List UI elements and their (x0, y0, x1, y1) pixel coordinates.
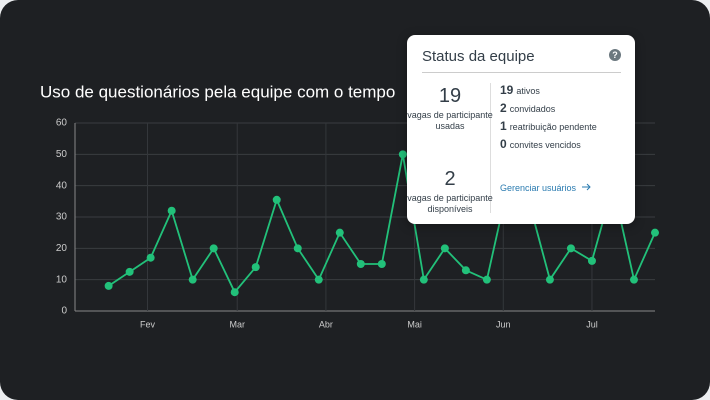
card-title: Status da equipe (422, 48, 535, 65)
help-icon[interactable]: ? (609, 49, 621, 61)
available-label: vagas de participante disponíveis (407, 193, 493, 214)
data-point (482, 275, 491, 284)
stat-label: ativos (516, 86, 540, 96)
used-number: 19 (438, 85, 462, 107)
x-tick-label: Mar (229, 319, 245, 329)
used-label: vagas de participante usadas (407, 110, 493, 131)
x-tick-label: Jul (586, 319, 598, 329)
y-tick-label: 40 (56, 180, 68, 191)
link-text[interactable]: Gerenciar usuários (500, 183, 577, 193)
data-point (104, 281, 113, 290)
data-point (272, 195, 281, 204)
stat-label: convidados (509, 104, 556, 114)
y-tick-label: 60 (56, 118, 68, 129)
data-point (545, 275, 554, 284)
data-point (314, 275, 323, 284)
stat: 1 reatribuição pendente (500, 119, 597, 133)
data-point (587, 256, 596, 265)
data-point (293, 244, 302, 253)
x-tick-label: Mai (407, 319, 422, 329)
used-block: 19 vagas de participante usadas (407, 85, 493, 132)
stat-number: 0 (500, 137, 507, 151)
x-tick-label: Fev (140, 319, 156, 329)
stat: 19 ativos (500, 83, 540, 97)
data-point (335, 228, 344, 237)
data-point (377, 260, 386, 268)
data-point (356, 260, 365, 268)
data-point (651, 228, 659, 237)
available-number: 2 (444, 168, 456, 190)
y-tick-label: 30 (56, 212, 68, 223)
data-point (629, 275, 638, 284)
status-card: Status da equipe ? 19 vagas de participa… (407, 35, 635, 224)
data-point (251, 263, 260, 272)
data-point (125, 267, 134, 276)
chart-title: Uso de questionários pela equipe com o t… (40, 82, 395, 101)
manage-users-link[interactable]: Gerenciar usuários (500, 183, 592, 193)
stat-number: 2 (500, 101, 507, 115)
data-point (440, 244, 449, 253)
data-point (167, 206, 176, 215)
data-point (209, 244, 218, 253)
stat: 2 convidados (500, 101, 555, 115)
y-tick-label: 10 (56, 274, 68, 285)
divider (422, 72, 621, 73)
divider (490, 83, 491, 213)
stat-number: 19 (500, 83, 514, 97)
data-point (419, 275, 428, 284)
available-block: 2 vagas de participante disponíveis (407, 168, 493, 215)
y-tick-label: 50 (56, 149, 68, 160)
y-tick-label: 0 (61, 306, 67, 317)
data-point (146, 253, 155, 262)
x-tick-label: Abr (319, 319, 333, 329)
data-point (398, 150, 407, 159)
stat-label: reatribuição pendente (509, 122, 597, 132)
x-tick-label: Jun (496, 319, 511, 329)
stat-label: convites vencidos (509, 140, 581, 150)
arrow-icon (581, 183, 591, 191)
data-point (566, 244, 575, 253)
data-point (461, 266, 470, 275)
y-tick-label: 20 (56, 243, 68, 254)
data-point (230, 288, 239, 297)
stat: 0 convites vencidos (500, 137, 581, 151)
stat-number: 1 (500, 119, 507, 133)
data-point (188, 275, 197, 284)
